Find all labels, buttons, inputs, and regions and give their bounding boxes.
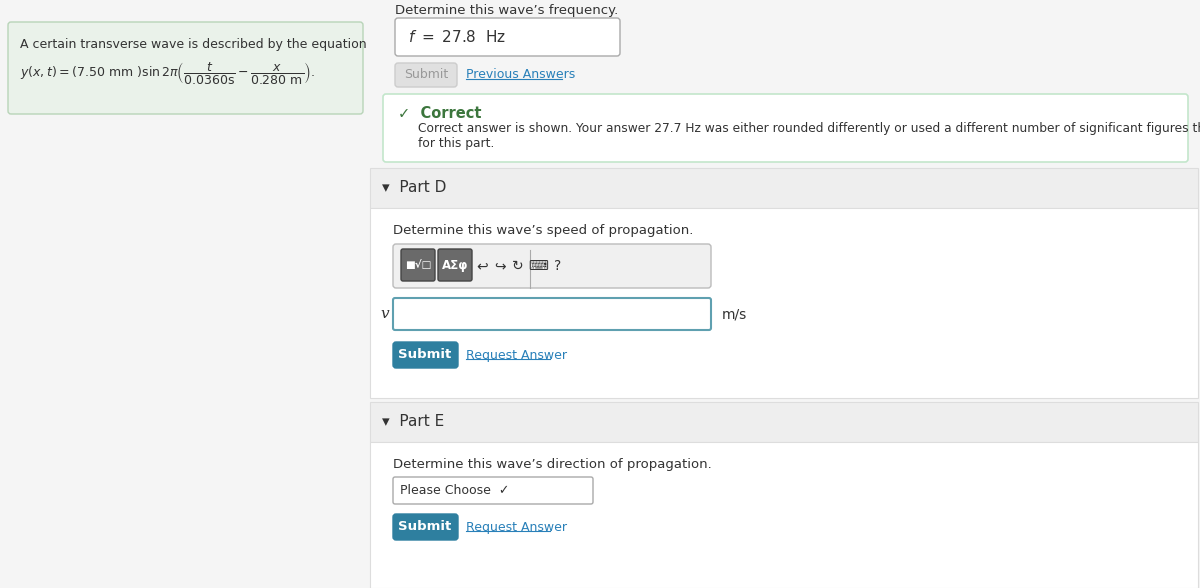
Text: Correct answer is shown. Your answer 27.7 Hz was either rounded differently or u: Correct answer is shown. Your answer 27.… bbox=[418, 122, 1200, 135]
Text: Request Answer: Request Answer bbox=[466, 520, 568, 533]
Bar bbox=[370, 442, 1198, 588]
Text: ↻: ↻ bbox=[512, 259, 524, 273]
FancyBboxPatch shape bbox=[383, 94, 1188, 162]
FancyBboxPatch shape bbox=[394, 514, 458, 540]
Text: ▾  Part E: ▾ Part E bbox=[382, 415, 444, 429]
Text: ✓  Correct: ✓ Correct bbox=[398, 106, 481, 121]
FancyBboxPatch shape bbox=[394, 477, 593, 504]
Text: v =: v = bbox=[382, 307, 407, 321]
Bar bbox=[370, 402, 1198, 442]
Text: Submit: Submit bbox=[398, 349, 451, 362]
Text: Determine this wave’s speed of propagation.: Determine this wave’s speed of propagati… bbox=[394, 224, 694, 237]
FancyBboxPatch shape bbox=[8, 22, 364, 114]
FancyBboxPatch shape bbox=[394, 342, 458, 368]
Text: Submit: Submit bbox=[404, 68, 448, 82]
FancyBboxPatch shape bbox=[395, 63, 457, 87]
Bar bbox=[370, 168, 1198, 208]
Text: for this part.: for this part. bbox=[418, 137, 494, 150]
FancyBboxPatch shape bbox=[394, 244, 710, 288]
FancyBboxPatch shape bbox=[395, 18, 620, 56]
Text: Previous Answers: Previous Answers bbox=[466, 68, 575, 82]
Text: ■√□: ■√□ bbox=[404, 260, 431, 270]
Text: Submit: Submit bbox=[398, 520, 451, 533]
Text: $f\ =\ 27.8\ \ \mathrm{Hz}$: $f\ =\ 27.8\ \ \mathrm{Hz}$ bbox=[408, 29, 506, 45]
Bar bbox=[370, 208, 1198, 398]
Text: m/s: m/s bbox=[722, 307, 748, 321]
Text: AΣφ: AΣφ bbox=[442, 259, 468, 272]
Text: Request Answer: Request Answer bbox=[466, 349, 568, 362]
FancyBboxPatch shape bbox=[394, 298, 710, 330]
FancyBboxPatch shape bbox=[438, 249, 472, 281]
Text: Determine this wave’s direction of propagation.: Determine this wave’s direction of propa… bbox=[394, 458, 712, 471]
Text: ↩: ↩ bbox=[476, 259, 488, 273]
Text: $y(x, t) = ( 7.50\ \mathrm{mm}\ )\sin 2\pi \left(\dfrac{t}{0.0360\mathrm{s}} - \: $y(x, t) = ( 7.50\ \mathrm{mm}\ )\sin 2\… bbox=[20, 60, 314, 86]
Text: ?: ? bbox=[554, 259, 562, 273]
Text: Please Choose  ✓: Please Choose ✓ bbox=[400, 483, 509, 496]
FancyBboxPatch shape bbox=[401, 249, 436, 281]
Text: A certain transverse wave is described by the equation: A certain transverse wave is described b… bbox=[20, 38, 367, 51]
Text: ⌨: ⌨ bbox=[528, 259, 548, 273]
Text: Determine this wave’s frequency.: Determine this wave’s frequency. bbox=[395, 4, 618, 17]
Text: ↪: ↪ bbox=[494, 259, 506, 273]
Text: ▾  Part D: ▾ Part D bbox=[382, 181, 446, 195]
